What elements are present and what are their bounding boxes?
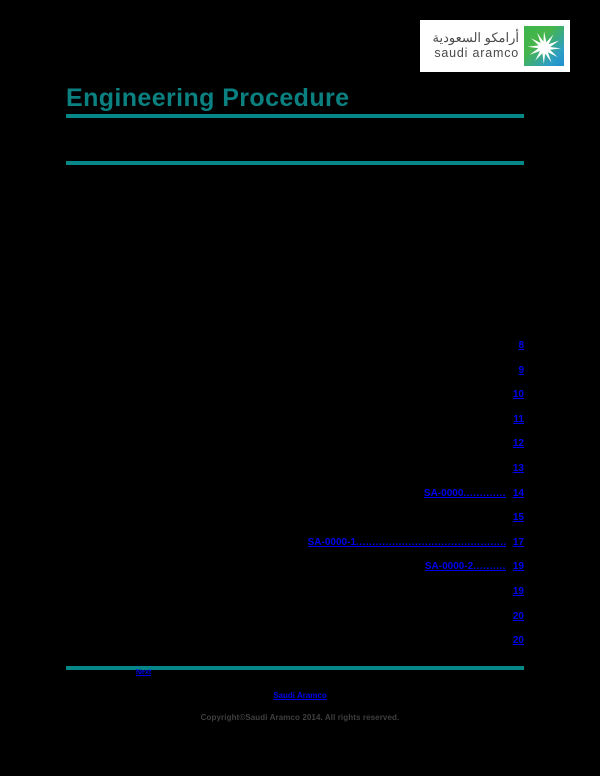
toc-entry-page: 11 <box>513 413 524 425</box>
toc-entry-page: 19 <box>512 561 524 573</box>
toc-entry[interactable]: SA-0000-2 .......... 19 <box>66 561 524 586</box>
toc-entry[interactable]: 20 <box>66 611 524 636</box>
toc-entry-page: 8 <box>518 340 524 351</box>
toc-entry-page: 17 <box>512 536 524 548</box>
saudi-aramco-logo: أرامكو السعودية saudi aramco <box>420 20 570 72</box>
toc-entry[interactable]: 12 <box>66 438 524 463</box>
toc-entry[interactable]: 15 <box>66 512 524 537</box>
toc-entry-leader: .......... <box>473 561 506 573</box>
toc-entry[interactable]: 20 <box>66 635 524 660</box>
toc-entry[interactable]: 9 <box>66 365 524 390</box>
toc-entry-page: 20 <box>512 610 524 622</box>
header-divider-rule <box>66 161 524 165</box>
footer-divider-rule <box>66 666 524 670</box>
toc-entry[interactable]: 8 <box>66 340 524 365</box>
toc-entry-page: 12 <box>512 438 524 450</box>
toc-entry-label: SA-0000 <box>423 487 464 499</box>
title-underline-rule <box>66 114 524 118</box>
page-title: Engineering Procedure <box>66 84 350 112</box>
toc-entry-page: 10 <box>512 389 524 401</box>
table-of-contents: 8 9 10 11 12 13 SA-0000 .... <box>66 340 524 660</box>
footer-copyright: Copyright©Saudi Aramco 2014. All rights … <box>200 713 400 722</box>
toc-entry[interactable]: 10 <box>66 389 524 414</box>
toc-entry[interactable]: 19 <box>66 586 524 611</box>
toc-entry-label: SA-0000-2 <box>424 561 474 573</box>
toc-entry-page: 9 <box>518 364 524 376</box>
footer-note-link[interactable]: Next <box>136 669 152 676</box>
toc-entry-page: 14 <box>512 487 524 499</box>
toc-entry-label: SA-0000-1 <box>307 536 356 548</box>
toc-entry-page: 19 <box>512 585 524 597</box>
toc-entry[interactable]: 11 <box>66 414 524 439</box>
logo-arabic-text: أرامكو السعودية <box>432 30 519 46</box>
toc-entry-page: 13 <box>512 462 524 474</box>
toc-entry-leader: ............. <box>463 487 506 499</box>
aramco-starburst-icon <box>524 26 564 66</box>
toc-entry-page: 15 <box>512 512 524 524</box>
toc-entry-page: 20 <box>512 635 524 647</box>
toc-entry-leader: ........................................… <box>356 536 506 548</box>
logo-latin-text: saudi aramco <box>434 46 519 61</box>
footer-center-link[interactable]: Saudi Aramco <box>273 691 327 700</box>
toc-entry[interactable]: SA-0000-1 ..............................… <box>66 537 524 562</box>
logo-wordmark: أرامكو السعودية saudi aramco <box>426 30 524 61</box>
toc-entry[interactable]: 13 <box>66 463 524 488</box>
toc-entry[interactable]: SA-0000 ............. 14 <box>66 488 524 513</box>
